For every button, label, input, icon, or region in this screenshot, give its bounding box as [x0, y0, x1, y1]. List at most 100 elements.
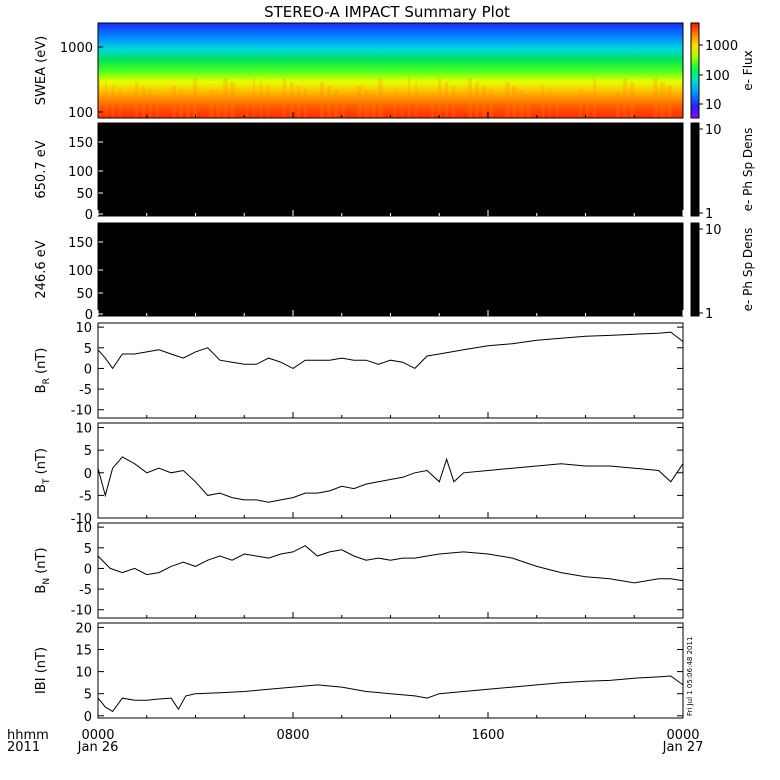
y-tick-label: -10 — [71, 512, 92, 527]
heatmap-streak — [586, 94, 589, 118]
y-tick-label: 150 — [68, 136, 93, 151]
panel-frame — [97, 522, 684, 619]
timestamp-stamp: Fri Jul 1 05:06:48 2011 — [686, 637, 694, 716]
series-line — [97, 331, 684, 370]
heatmap-streak — [172, 86, 176, 118]
heatmap-streak — [482, 86, 486, 118]
heatmap-streak — [667, 86, 672, 118]
heatmap-streak — [119, 90, 121, 118]
y-axis-label: BT (nT) — [34, 448, 52, 493]
heatmap-streak — [142, 86, 145, 118]
panel-frame — [97, 422, 684, 519]
heatmap-streak — [526, 94, 531, 118]
panel-5: 10 5 0 -5 -10 BT (nT) — [34, 422, 684, 527]
heatmap-streak — [660, 82, 665, 118]
heatmap-streak — [209, 90, 214, 118]
heatmap-streak — [475, 82, 479, 118]
heatmap-streak — [438, 78, 441, 118]
colorbar-tick-label: 10 — [705, 223, 722, 238]
heatmap-streak — [364, 90, 369, 118]
series-line — [97, 456, 684, 503]
heatmap-streak — [186, 94, 190, 118]
panel-7: 20 15 10 5 0 IBI (nT) — [34, 621, 684, 725]
heatmap-streak — [653, 78, 658, 118]
heatmap-streak — [394, 90, 396, 118]
y-tick-label: 0 — [85, 308, 93, 323]
heatmap-streak — [267, 86, 269, 118]
y-tick-label: 10 — [75, 666, 92, 681]
colorbar — [690, 222, 700, 317]
heatmap-streak — [179, 90, 183, 118]
y-tick-label: 0 — [84, 710, 92, 725]
y-tick-label: 15 — [75, 644, 92, 659]
y-tick-label: 0 — [84, 467, 92, 482]
heatmap-streak — [415, 82, 417, 118]
panel-3: 150 100 50 0 10 1 e- Ph Sp Dens 246.6 eV — [34, 222, 755, 323]
plot-title: STEREO-A IMPACT Summary Plot — [264, 3, 510, 21]
y-tick-label: 100 — [68, 106, 93, 121]
heatmap-streak — [549, 90, 551, 118]
heatmap-streak — [616, 94, 620, 118]
y-tick-label: -5 — [79, 583, 92, 598]
y-tick-label: 50 — [76, 187, 93, 202]
heatmap-streak — [230, 82, 235, 118]
heatmap-area — [98, 123, 683, 216]
heatmap-streak — [579, 90, 582, 118]
x-tick-label: 0000 — [666, 728, 699, 743]
heatmap-streak — [135, 82, 138, 118]
heatmap-streak — [98, 78, 100, 118]
heatmap-streak — [246, 94, 248, 118]
heatmap-streak — [357, 86, 362, 118]
heatmap-streak — [542, 86, 544, 118]
heatmap-streak — [623, 78, 627, 118]
heatmap-streak — [593, 78, 596, 118]
y-tick-label: 10 — [75, 521, 92, 536]
heatmap-streak — [334, 90, 338, 118]
panel-4: 10 5 0 -5 -10 BR (nT) — [34, 321, 684, 419]
y-tick-label: 10 — [75, 422, 92, 437]
y-tick-label: 10 — [75, 321, 92, 336]
heatmap-streak — [149, 90, 152, 118]
heatmap-streak — [519, 90, 524, 118]
start-date-label: Jan 26 — [77, 740, 119, 755]
y-axis-label: BN (nT) — [34, 547, 52, 593]
heatmap-streak — [290, 82, 293, 118]
y-tick-label: 5 — [84, 444, 92, 459]
end-date-label: Jan 27 — [662, 740, 704, 755]
heatmap-streak — [431, 94, 434, 118]
series-line — [97, 545, 684, 584]
y-tick-label: 5 — [84, 542, 92, 557]
heatmap-streak — [408, 78, 410, 118]
y-tick-label: 100 — [68, 264, 93, 279]
heatmap-streak — [489, 90, 493, 118]
heatmap-streak — [341, 94, 345, 118]
heatmap-streak — [468, 78, 472, 118]
heatmap-streak — [260, 82, 262, 118]
y-tick-label: 100 — [68, 165, 93, 180]
y-axis-label: 650.7 eV — [34, 140, 49, 198]
heatmap-streak — [297, 86, 300, 118]
heatmap-streak — [193, 78, 197, 118]
y-tick-label: 5 — [84, 342, 92, 357]
colorbar-label: e- Ph Sp Dens — [741, 228, 755, 312]
y-tick-label: 0 — [85, 208, 93, 223]
y-tick-label: -5 — [79, 489, 92, 504]
x-tick-label: 0000 — [81, 728, 114, 743]
y-tick-label: 50 — [76, 287, 93, 302]
heatmap-streak — [505, 82, 510, 118]
heatmap-streak — [452, 86, 455, 118]
colorbar-tick-label: 10 — [705, 98, 722, 113]
heatmap-streak — [156, 94, 159, 118]
x-axis-labels: hhmm 2011 0000 0800 1600 0000 Jan 26 Jan… — [7, 637, 703, 755]
heatmap-streak — [378, 78, 383, 118]
heatmap-streak — [401, 94, 403, 118]
y-tick-label: 0 — [84, 362, 92, 377]
heatmap-streak — [253, 78, 255, 118]
heatmap-area — [98, 223, 683, 316]
y-tick-label: 5 — [84, 688, 92, 703]
y-tick-label: -10 — [71, 604, 92, 619]
y-axis-label: BR (nT) — [34, 348, 52, 394]
heatmap-streak — [105, 82, 107, 118]
y-tick-label: 20 — [75, 621, 92, 636]
y-tick-label: -10 — [71, 404, 92, 419]
